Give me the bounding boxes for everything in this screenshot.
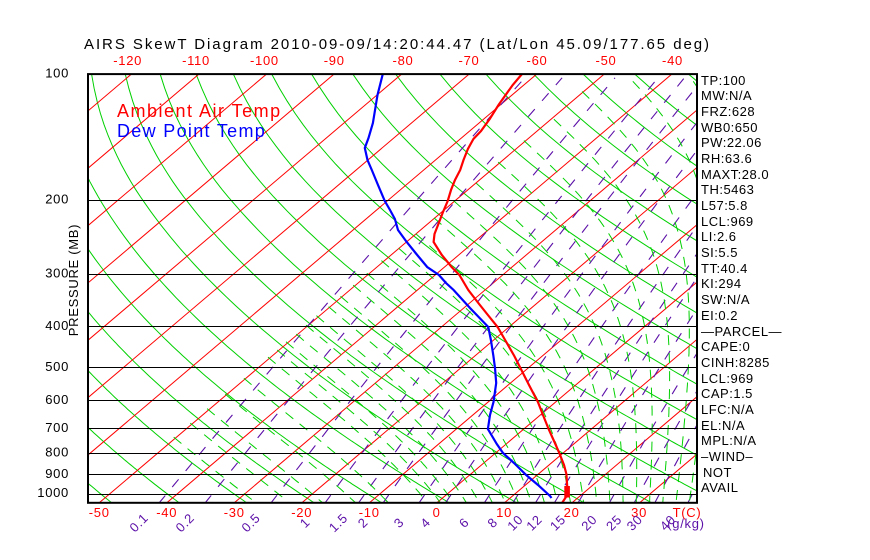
svg-text:700: 700 bbox=[45, 420, 69, 435]
svg-text:-100: -100 bbox=[250, 53, 279, 68]
svg-text:-10: -10 bbox=[359, 505, 380, 520]
svg-text:10: 10 bbox=[496, 505, 512, 520]
svg-text:4: 4 bbox=[417, 515, 433, 531]
svg-text:400: 400 bbox=[45, 318, 69, 333]
svg-text:800: 800 bbox=[45, 445, 69, 460]
svg-text:T(C): T(C) bbox=[673, 505, 702, 520]
svg-text:30: 30 bbox=[631, 505, 647, 520]
svg-text:3: 3 bbox=[391, 515, 407, 531]
svg-text:1000: 1000 bbox=[37, 485, 69, 500]
svg-text:-30: -30 bbox=[224, 505, 245, 520]
svg-text:20: 20 bbox=[564, 505, 580, 520]
svg-text:600: 600 bbox=[45, 392, 69, 407]
svg-text:1.5: 1.5 bbox=[326, 510, 351, 535]
svg-text:100: 100 bbox=[45, 65, 69, 80]
svg-text:12: 12 bbox=[523, 512, 545, 534]
svg-text:-20: -20 bbox=[291, 505, 312, 520]
svg-text:-120: -120 bbox=[113, 53, 142, 68]
svg-text:PRESSURE (MB): PRESSURE (MB) bbox=[66, 224, 81, 336]
svg-text:20: 20 bbox=[578, 512, 600, 534]
svg-text:-50: -50 bbox=[89, 505, 110, 520]
svg-text:-70: -70 bbox=[459, 53, 480, 68]
svg-text:900: 900 bbox=[45, 466, 69, 481]
svg-text:300: 300 bbox=[45, 266, 69, 281]
svg-text:0.1: 0.1 bbox=[126, 510, 151, 535]
svg-text:25: 25 bbox=[603, 512, 625, 534]
svg-text:0: 0 bbox=[433, 505, 441, 520]
svg-text:-60: -60 bbox=[527, 53, 548, 68]
svg-text:-50: -50 bbox=[596, 53, 617, 68]
svg-text:500: 500 bbox=[45, 359, 69, 374]
svg-text:-40: -40 bbox=[662, 53, 683, 68]
svg-text:(g/kg): (g/kg) bbox=[667, 516, 704, 531]
svg-text:200: 200 bbox=[45, 192, 69, 207]
svg-text:6: 6 bbox=[456, 515, 472, 531]
svg-text:-110: -110 bbox=[182, 53, 210, 68]
svg-text:-80: -80 bbox=[393, 53, 414, 68]
svg-text:-40: -40 bbox=[156, 505, 177, 520]
svg-text:-90: -90 bbox=[324, 53, 345, 68]
